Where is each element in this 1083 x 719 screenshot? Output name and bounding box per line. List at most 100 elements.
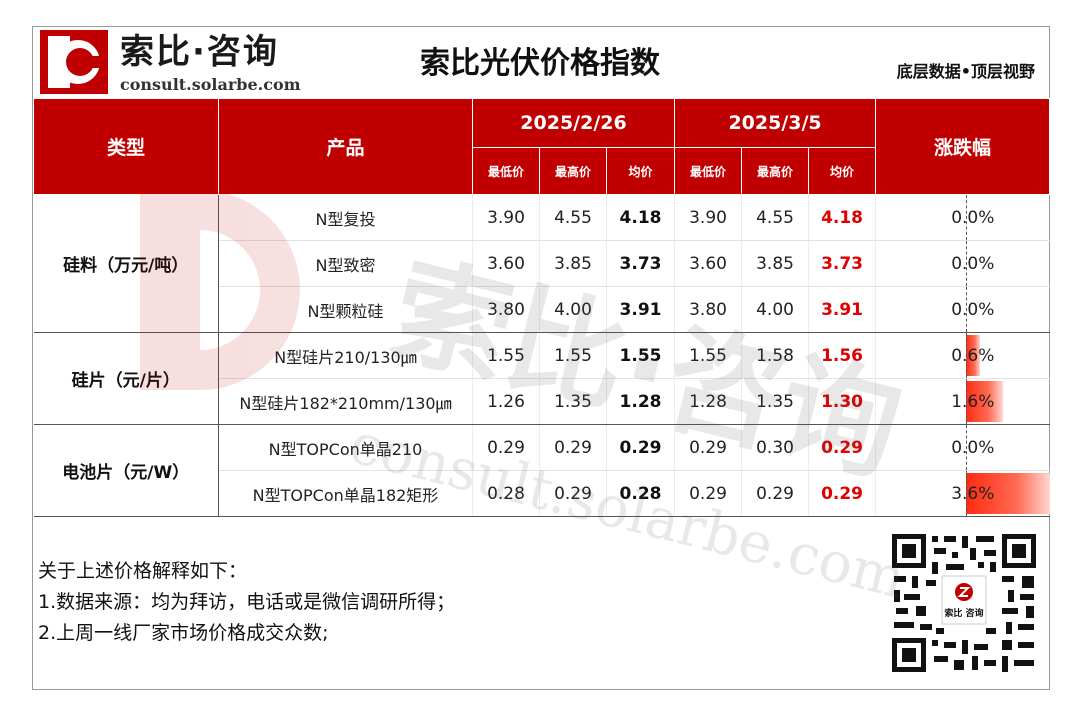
price-index-table: 类型 产品 2025/2/26 2025/3/5 涨跌幅 最低价 最高价 均价 … [33, 98, 1051, 517]
slogan: 底层数据•顶层视野 [896, 62, 1035, 81]
change-cell: 0.0% [875, 240, 1050, 287]
change-axis [966, 379, 968, 424]
change-value: 0.0% [951, 437, 995, 458]
change-axis [966, 287, 968, 332]
min-price-1: 3.90 [472, 194, 540, 241]
min-price-2: 3.60 [674, 240, 742, 287]
change-value: 1.6% [951, 391, 995, 412]
avg-price-1: 4.18 [605, 194, 675, 241]
brand-name: 索比·咨询 [120, 32, 279, 72]
change-value: 3.6% [951, 483, 995, 504]
product-cell: N型硅片210/130㎛ [218, 332, 473, 379]
product-cell: N型TOPCon单晶182矩形 [218, 470, 473, 517]
max-price-1: 0.29 [539, 424, 607, 471]
notes: 关于上述价格解释如下： 1.数据来源：均为拜访，电话或是微信调研所得； 2.上周… [38, 556, 455, 649]
avg-price-2: 0.29 [808, 424, 876, 471]
avg-price-1: 1.55 [605, 332, 675, 379]
page-title: 索比光伏价格指数 [420, 46, 660, 81]
max-price-1: 1.55 [539, 332, 607, 379]
avg-price-1: 1.28 [605, 378, 675, 425]
min-price-2: 0.29 [674, 470, 742, 517]
min-price-2: 1.55 [674, 332, 742, 379]
change-cell: 0.0% [875, 424, 1050, 471]
min-price-2: 0.29 [674, 424, 742, 471]
header-max-1: 最高价 [539, 147, 607, 195]
min-price-1: 0.28 [472, 470, 540, 517]
qr-label: 索比 咨询 [944, 607, 983, 619]
min-price-2: 3.80 [674, 286, 742, 333]
change-bar [966, 473, 1051, 514]
min-price-1: 3.60 [472, 240, 540, 287]
solarbe-logo-icon [40, 30, 108, 94]
header-change: 涨跌幅 [875, 98, 1051, 195]
category-cell: 硅料（万元/吨） [33, 194, 219, 333]
notes-line-1: 1.数据来源：均为拜访，电话或是微信调研所得； [38, 591, 456, 613]
header-product: 产品 [218, 98, 473, 195]
change-cell: 0.6% [875, 332, 1050, 379]
avg-price-1: 0.28 [605, 470, 675, 517]
category-cell: 电池片（元/W） [33, 424, 219, 517]
header-avg-1: 均价 [605, 147, 676, 195]
max-price-2: 3.85 [741, 240, 809, 287]
table-row: N型硅片182*210mm/130㎛ 1.26 1.35 1.28 1.28 1… [34, 378, 1050, 425]
header-min-2: 最低价 [674, 147, 743, 195]
avg-price-1: 0.29 [605, 424, 675, 471]
change-bar [966, 335, 981, 376]
change-axis [966, 471, 968, 516]
max-price-2: 4.00 [741, 286, 809, 333]
table-row: 硅片（元/片） N型硅片210/130㎛ 1.55 1.55 1.55 1.55… [33, 332, 1050, 425]
product-cell: N型颗粒硅 [218, 286, 473, 333]
avg-price-2: 3.91 [808, 286, 876, 333]
avg-price-2: 1.56 [808, 332, 876, 379]
max-price-2: 1.58 [741, 332, 809, 379]
avg-price-2: 4.18 [808, 194, 876, 241]
change-bar [966, 381, 1004, 422]
max-price-2: 4.55 [741, 194, 809, 241]
max-price-2: 0.29 [741, 470, 809, 517]
table-row: 硅料（万元/吨） N型复投 3.90 4.55 4.18 3.90 4.55 4… [33, 194, 1050, 333]
product-cell: N型硅片182*210mm/130㎛ [218, 378, 473, 425]
header-date-1: 2025/2/26 [471, 98, 676, 148]
max-price-1: 0.29 [539, 470, 607, 517]
avg-price-2: 3.73 [808, 240, 876, 287]
max-price-1: 4.55 [539, 194, 607, 241]
header-date-2: 2025/3/5 [674, 98, 877, 148]
notes-line-2: 2.上周一线厂家市场价格成交众数; [38, 622, 329, 644]
change-value: 0.0% [951, 253, 995, 274]
product-cell: N型TOPCon单晶210 [218, 424, 473, 471]
brand-domain: consult.solarbe.com [120, 75, 301, 94]
max-price-1: 3.85 [539, 240, 607, 287]
notes-heading: 关于上述价格解释如下： [38, 560, 248, 582]
change-cell: 3.6% [875, 470, 1051, 517]
change-axis [966, 425, 968, 470]
avg-price-2: 0.29 [808, 470, 876, 517]
product-cell: N型复投 [218, 194, 473, 241]
min-price-2: 1.28 [674, 378, 742, 425]
max-price-2: 0.30 [741, 424, 809, 471]
table-row: N型TOPCon单晶182矩形 0.28 0.29 0.28 0.29 0.29… [34, 470, 1051, 517]
header-type: 类型 [33, 98, 219, 195]
min-price-1: 1.26 [472, 378, 540, 425]
change-axis [966, 333, 968, 378]
min-price-1: 3.80 [472, 286, 540, 333]
max-price-1: 4.00 [539, 286, 607, 333]
change-value: 0.0% [951, 299, 995, 320]
change-axis [966, 241, 968, 286]
change-axis [966, 195, 968, 240]
avg-price-1: 3.73 [605, 240, 675, 287]
table-row: 电池片（元/W） N型TOPCon单晶210 0.29 0.29 0.29 0.… [33, 424, 1050, 517]
table-row: N型致密 3.60 3.85 3.73 3.60 3.85 3.73 0.0% [34, 240, 1050, 287]
qr-code-icon: 索比 咨询 [890, 532, 1038, 674]
max-price-1: 1.35 [539, 378, 607, 425]
category-cell: 硅片（元/片） [33, 332, 219, 425]
change-cell: 0.0% [875, 194, 1050, 241]
header-max-2: 最高价 [741, 147, 810, 195]
change-value: 0.6% [951, 345, 995, 366]
change-cell: 1.6% [875, 378, 1050, 425]
avg-price-2: 1.30 [808, 378, 876, 425]
avg-price-1: 3.91 [605, 286, 675, 333]
header-avg-2: 均价 [808, 147, 877, 195]
table-row: N型颗粒硅 3.80 4.00 3.91 3.80 4.00 3.91 0.0% [34, 286, 1050, 333]
product-cell: N型致密 [218, 240, 473, 287]
min-price-1: 1.55 [472, 332, 540, 379]
